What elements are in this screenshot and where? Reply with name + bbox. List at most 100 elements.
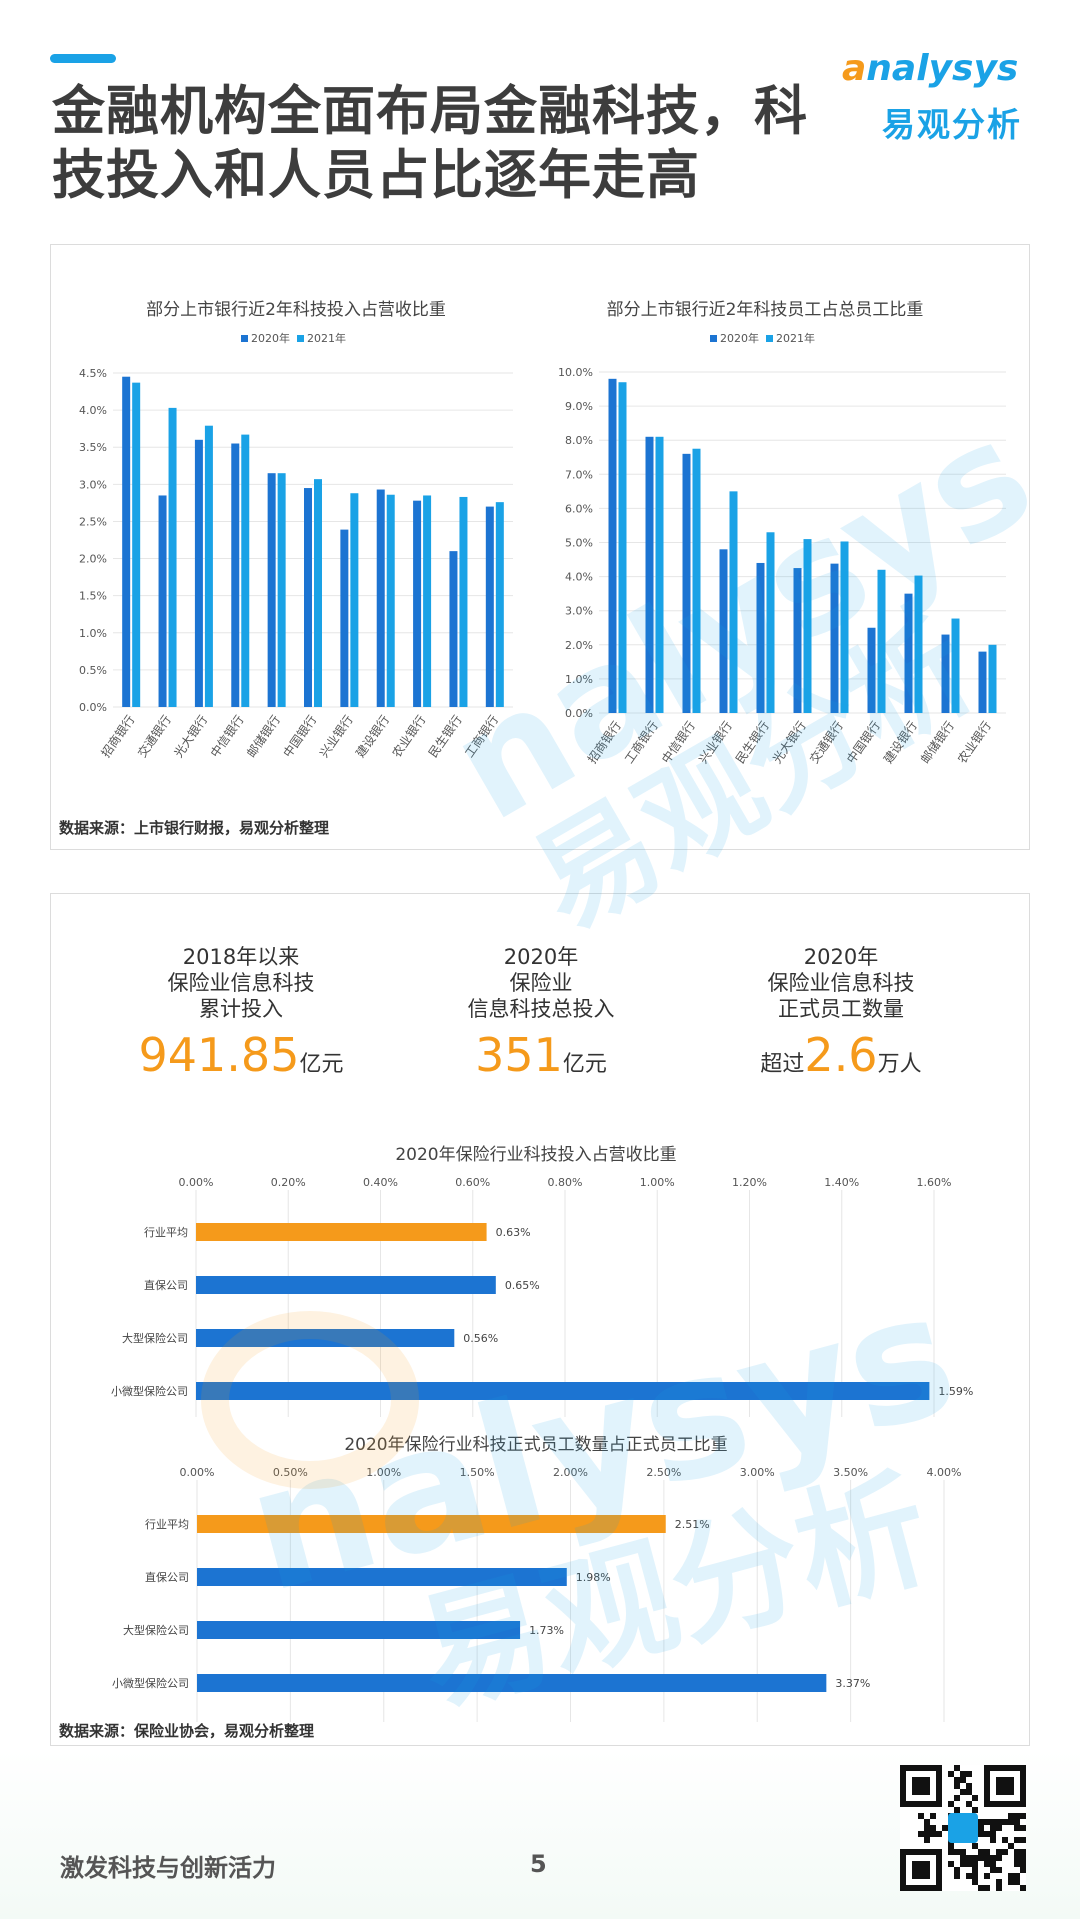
bank-data-source: 数据来源：上市银行财报，易观分析整理: [59, 819, 330, 837]
legend-label: 2021年: [776, 331, 815, 345]
x-tick-label: 0.60%: [455, 1176, 490, 1189]
data-label: 0.65%: [505, 1279, 540, 1292]
bar: [978, 651, 987, 713]
x-tick-label: 光大银行: [770, 719, 809, 766]
x-tick-label: 1.20%: [732, 1176, 767, 1189]
page-title-line1: 金融机构全面布局金融科技，科: [52, 81, 808, 142]
bar: [267, 473, 276, 707]
bar: [197, 1515, 666, 1533]
bar: [231, 443, 240, 707]
bar: [608, 378, 617, 713]
bar: [618, 382, 627, 713]
stat-label: 2020年 保险业 信息科技总投入: [467, 945, 615, 1021]
bar: [196, 1276, 496, 1294]
x-tick-label: 0.50%: [273, 1466, 308, 1479]
x-tick-label: 工商银行: [621, 718, 661, 766]
bank-tech-investment-chart: 部分上市银行近2年科技投入占营收比重 2020年 2021年 0.0% 0.5% 1.0%…: [79, 300, 513, 760]
bar: [277, 473, 286, 707]
x-tick-label: 1.40%: [824, 1176, 859, 1189]
x-tick-label: 0.20%: [271, 1176, 306, 1189]
logo-en-prefix: a: [842, 48, 867, 89]
x-tick-label: 1.00%: [366, 1466, 401, 1479]
bar: [485, 506, 494, 707]
stat-value: 2.6: [804, 1028, 878, 1082]
y-tick-label: 大型保险公司: [122, 1331, 188, 1345]
y-tick-label: 0.0%: [79, 701, 107, 714]
bar: [803, 539, 812, 713]
x-tick-label: 交通银行: [806, 718, 846, 766]
bar: [122, 376, 131, 707]
stat-total-investment: 2020年 保险业 信息科技总投入 351亿元: [391, 944, 691, 1088]
chart-title: 2020年保险行业科技正式员工数量占正式员工比重: [344, 1435, 727, 1455]
x-tick-label: 建设银行: [353, 713, 392, 760]
bank-tech-staff-chart: 部分上市银行近2年科技员工占总员工比重 2020年 2021年 0.0% 1.0% 2.0…: [558, 300, 1006, 766]
bar: [304, 488, 312, 707]
bar: [314, 479, 322, 707]
insurance-panel: 2018年以来 保险业信息科技 累计投入 941.85亿元 2020年 保险业 …: [50, 893, 1030, 1746]
bar: [756, 562, 765, 713]
bar: [196, 1382, 930, 1400]
y-tick-label: 小微型保险公司: [112, 1676, 189, 1690]
y-tick-label: 小微型保险公司: [111, 1384, 188, 1398]
bar: [867, 627, 876, 713]
y-tick-label: 5.0%: [565, 537, 593, 550]
x-tick-label: 0.40%: [363, 1176, 398, 1189]
y-tick-label: 直保公司: [144, 1278, 188, 1292]
stat-unit: 万人: [877, 1052, 922, 1077]
analysys-logo: analysys 易观分析: [842, 48, 1042, 144]
bar: [988, 644, 997, 713]
y-tick-label: 行业平均: [144, 1226, 188, 1239]
x-tick-label: 1.50%: [460, 1466, 495, 1479]
qr-code: [900, 1765, 1026, 1891]
insurance-data-source: 数据来源：保险业协会，易观分析整理: [59, 1722, 315, 1740]
x-tick-label: 兴业银行: [696, 719, 735, 766]
x-tick-label: 0.00%: [180, 1466, 215, 1479]
bar: [793, 568, 802, 713]
x-tick-label: 兴业银行: [317, 713, 356, 760]
x-tick-label: 农业银行: [390, 713, 429, 760]
page-title-line2: 技投入和人员占比逐年走高: [52, 145, 700, 206]
insurance-tech-staff-chart: 2020年保险行业科技正式员工数量占正式员工比重 0.00% 0.50% 1.00% 1…: [112, 1435, 961, 1722]
bar: [197, 1674, 827, 1692]
x-tick-label: 1.60%: [917, 1176, 952, 1189]
data-label: 1.73%: [529, 1624, 564, 1637]
legend-swatch: [710, 335, 717, 342]
data-label: 0.56%: [463, 1332, 498, 1345]
bar: [941, 634, 950, 713]
y-tick-label: 1.5%: [79, 590, 107, 603]
x-tick-label: 邮储银行: [917, 718, 957, 766]
logo-en-rest: nalysys: [866, 48, 1019, 89]
x-tick-label: 0.00%: [179, 1176, 214, 1189]
x-tick-label: 建设银行: [881, 719, 920, 766]
bar: [197, 1568, 567, 1586]
y-tick-label: 3.5%: [79, 441, 107, 454]
y-tick-label: 7.0%: [565, 468, 593, 481]
x-tick-label: 1.00%: [640, 1176, 675, 1189]
y-tick-label: 9.0%: [565, 400, 593, 413]
stat-value: 351: [475, 1028, 563, 1082]
y-tick-label: 8.0%: [565, 434, 593, 447]
y-tick-label: 行业平均: [145, 1518, 189, 1531]
y-tick-label: 4.0%: [565, 571, 593, 584]
bar: [682, 453, 691, 713]
y-tick-label: 3.0%: [79, 478, 107, 491]
legend-swatch: [241, 335, 248, 342]
x-tick-label: 工商银行: [461, 712, 501, 760]
bar: [655, 436, 664, 713]
bar: [495, 502, 504, 707]
bar: [413, 500, 422, 707]
page-title: 金融机构全面布局金融科技，科 技投入和人员占比逐年走高: [52, 80, 852, 208]
x-tick-label: 光大银行: [171, 713, 210, 760]
x-tick-label: 民生银行: [733, 719, 772, 766]
x-tick-label: 农业银行: [955, 719, 994, 766]
footer-slogan: 激发科技与创新活力: [60, 1854, 276, 1882]
legend-label: 2021年: [307, 331, 346, 345]
legend-swatch: [766, 335, 773, 342]
bar: [194, 439, 203, 707]
bar: [840, 541, 849, 713]
bar: [158, 495, 167, 707]
data-label: 2.51%: [675, 1518, 710, 1531]
x-tick-label: 民生银行: [426, 713, 465, 760]
bar: [423, 495, 432, 707]
stat-unit: 亿元: [562, 1052, 607, 1077]
